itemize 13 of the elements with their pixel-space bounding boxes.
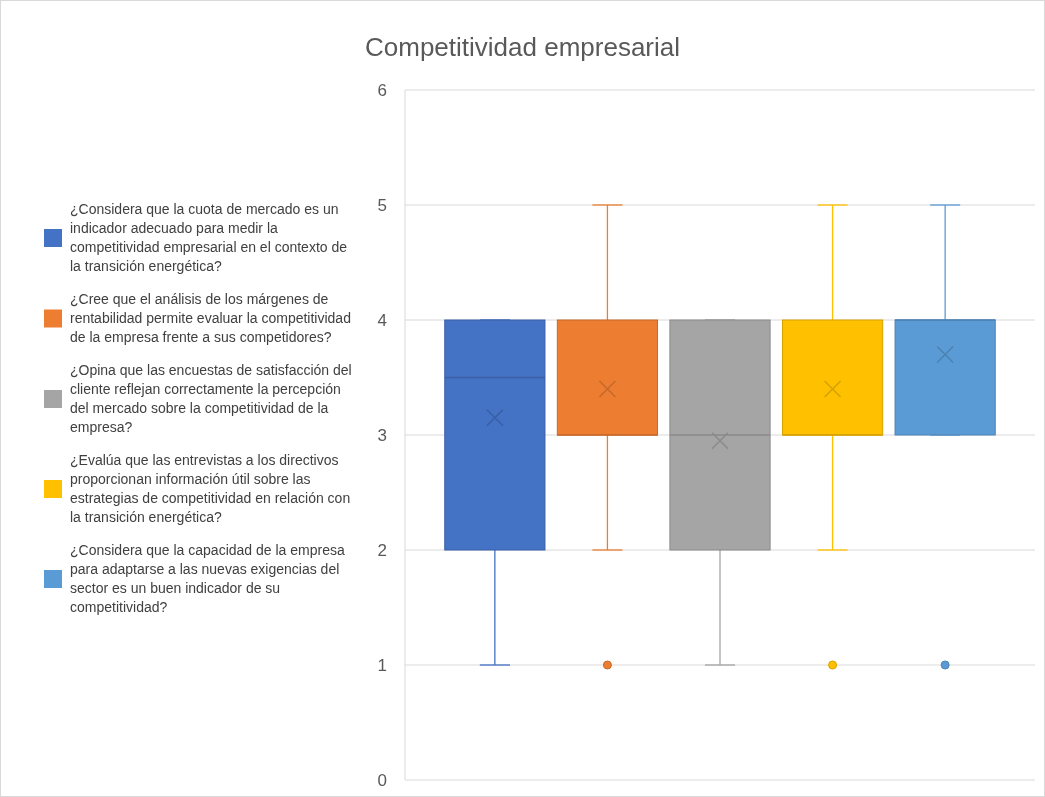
- y-tick-label: 2: [377, 541, 387, 560]
- y-tick-label: 4: [377, 311, 387, 330]
- legend-label: ¿Considera que la capacidad de la empresa para adaptarse a las nuevas exigencias del sector es un buen indicador de su competitividad?: [70, 542, 345, 615]
- y-tick-label: 5: [377, 196, 387, 215]
- legend-label: ¿Evalúa que las entrevistas a los directivos proporcionan información útil sobre las estrategias de competitividad en relación con la transición energética?: [70, 452, 351, 525]
- legend-label: ¿Cree que el análisis de los márgenes de rentabilidad permite evaluar la competitividad de la empresa frente a sus competidores?: [70, 291, 351, 345]
- legend-label: ¿Considera que la cuota de mercado es un indicador adecuado para medir la competitividad empresarial en el contexto de la transición energética?: [70, 201, 348, 274]
- y-tick-label: 3: [377, 426, 387, 445]
- y-tick-label: 1: [377, 656, 387, 675]
- y-tick-label: 0: [377, 771, 387, 790]
- chart-title: Competitividad empresarial: [364, 32, 681, 62]
- y-tick-label: 6: [377, 81, 387, 100]
- legend-label: ¿Opina que las encuestas de satisfacción del cliente reflejan correctamente la percepción del mercado sobre la competitividad de la empresa?: [70, 362, 352, 435]
